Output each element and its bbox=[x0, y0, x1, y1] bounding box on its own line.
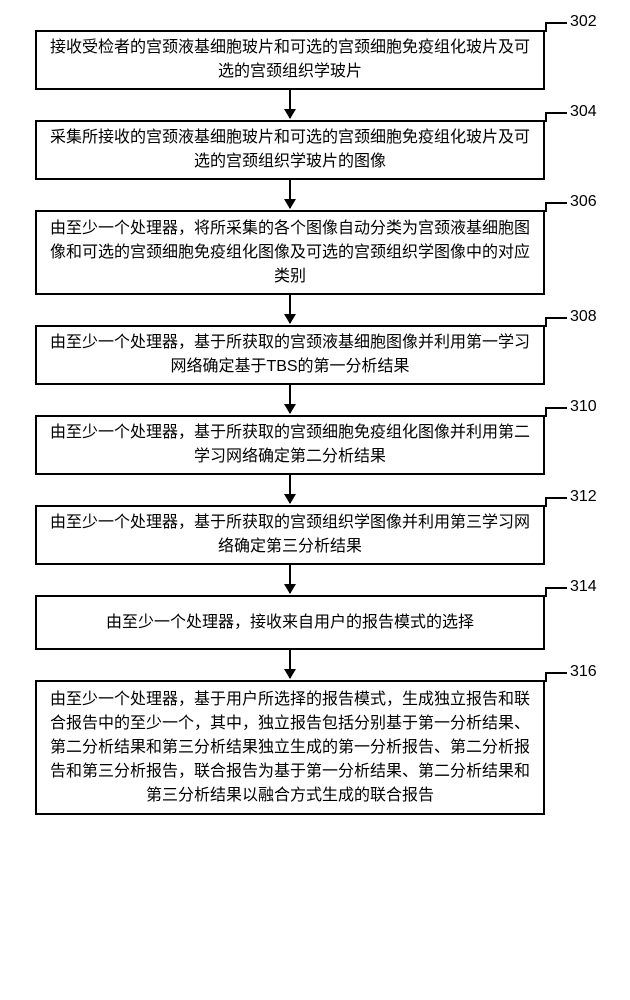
step-text: 由至少一个处理器，基于所获取的宫颈细胞免疫组化图像并利用第二学习网络确定第二分析… bbox=[49, 421, 531, 469]
label-connector bbox=[545, 587, 567, 589]
label-connector-v bbox=[545, 672, 547, 682]
label-connector bbox=[545, 22, 567, 24]
step-label-314: 314 bbox=[570, 578, 597, 596]
step-label-306: 306 bbox=[570, 193, 597, 211]
flowchart-step-314: 由至少一个处理器，接收来自用户的报告模式的选择 bbox=[35, 595, 545, 650]
label-connector bbox=[545, 407, 567, 409]
label-connector-v bbox=[545, 112, 547, 122]
flowchart-container: 接收受检者的宫颈液基细胞玻片和可选的宫颈细胞免疫组化玻片及可选的宫颈组织学玻片 … bbox=[0, 0, 630, 1000]
flow-arrow bbox=[289, 295, 291, 323]
label-connector-v bbox=[545, 317, 547, 327]
flowchart-step-308: 由至少一个处理器，基于所获取的宫颈液基细胞图像并利用第一学习网络确定基于TBS的… bbox=[35, 325, 545, 385]
label-connector-v bbox=[545, 407, 547, 417]
step-label-304: 304 bbox=[570, 103, 597, 121]
label-connector-v bbox=[545, 22, 547, 32]
step-text: 采集所接收的宫颈液基细胞玻片和可选的宫颈细胞免疫组化玻片及可选的宫颈组织学玻片的… bbox=[49, 126, 531, 174]
flowchart-step-302: 接收受检者的宫颈液基细胞玻片和可选的宫颈细胞免疫组化玻片及可选的宫颈组织学玻片 bbox=[35, 30, 545, 90]
flow-arrow bbox=[289, 385, 291, 413]
flow-arrow bbox=[289, 180, 291, 208]
flow-arrow bbox=[289, 475, 291, 503]
label-connector bbox=[545, 497, 567, 499]
step-label-302: 302 bbox=[570, 13, 597, 31]
step-label-312: 312 bbox=[570, 488, 597, 506]
label-connector-v bbox=[545, 202, 547, 212]
step-text: 由至少一个处理器，基于所获取的宫颈组织学图像并利用第三学习网络确定第三分析结果 bbox=[49, 511, 531, 559]
step-label-316: 316 bbox=[570, 663, 597, 681]
label-connector bbox=[545, 317, 567, 319]
step-label-308: 308 bbox=[570, 308, 597, 326]
label-connector-v bbox=[545, 587, 547, 597]
flowchart-step-306: 由至少一个处理器，将所采集的各个图像自动分类为宫颈液基细胞图像和可选的宫颈细胞免… bbox=[35, 210, 545, 295]
flowchart-step-312: 由至少一个处理器，基于所获取的宫颈组织学图像并利用第三学习网络确定第三分析结果 bbox=[35, 505, 545, 565]
flowchart-step-310: 由至少一个处理器，基于所获取的宫颈细胞免疫组化图像并利用第二学习网络确定第二分析… bbox=[35, 415, 545, 475]
label-connector-v bbox=[545, 497, 547, 507]
step-text: 接收受检者的宫颈液基细胞玻片和可选的宫颈细胞免疫组化玻片及可选的宫颈组织学玻片 bbox=[49, 36, 531, 84]
flow-arrow bbox=[289, 90, 291, 118]
flowchart-step-316: 由至少一个处理器，基于用户所选择的报告模式，生成独立报告和联合报告中的至少一个，… bbox=[35, 680, 545, 815]
step-text: 由至少一个处理器，基于用户所选择的报告模式，生成独立报告和联合报告中的至少一个，… bbox=[49, 688, 531, 808]
step-text: 由至少一个处理器，基于所获取的宫颈液基细胞图像并利用第一学习网络确定基于TBS的… bbox=[49, 331, 531, 379]
flowchart-step-304: 采集所接收的宫颈液基细胞玻片和可选的宫颈细胞免疫组化玻片及可选的宫颈组织学玻片的… bbox=[35, 120, 545, 180]
step-label-310: 310 bbox=[570, 398, 597, 416]
flow-arrow bbox=[289, 565, 291, 593]
label-connector bbox=[545, 112, 567, 114]
label-connector bbox=[545, 672, 567, 674]
step-text: 由至少一个处理器，接收来自用户的报告模式的选择 bbox=[106, 611, 474, 635]
label-connector bbox=[545, 202, 567, 204]
flow-arrow bbox=[289, 650, 291, 678]
step-text: 由至少一个处理器，将所采集的各个图像自动分类为宫颈液基细胞图像和可选的宫颈细胞免… bbox=[49, 217, 531, 289]
